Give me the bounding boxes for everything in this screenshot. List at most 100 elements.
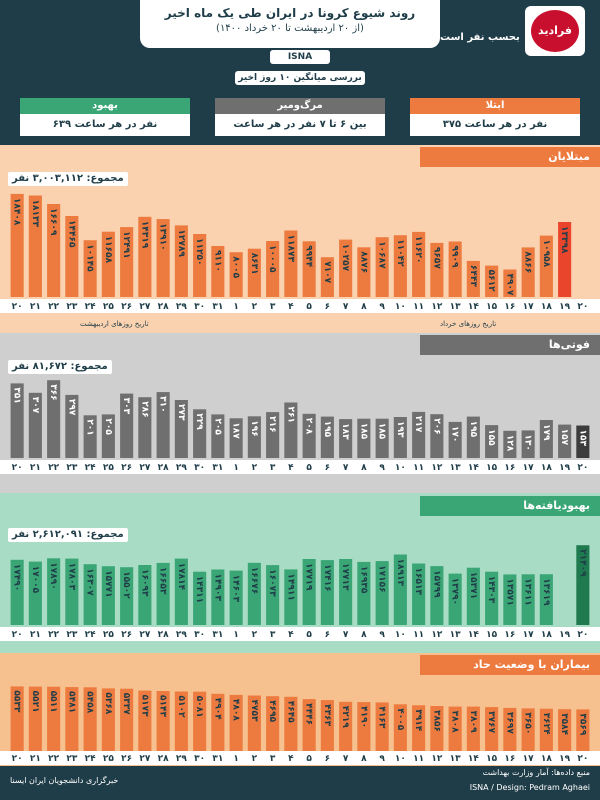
x-tick-label: ۲۹: [176, 302, 187, 312]
bar: [466, 567, 480, 625]
data-label: ۱۳۹۱۰: [158, 223, 168, 250]
data-label: ۳۰۳: [121, 398, 131, 415]
bar: [466, 706, 480, 751]
bar: [101, 414, 115, 458]
bar: [193, 691, 207, 751]
x-tick-label: ۲۱: [30, 630, 41, 640]
data-label: ۱۶۶۷۶: [249, 567, 259, 594]
bar: [576, 709, 590, 751]
bar: [156, 219, 170, 297]
bar: [466, 260, 480, 297]
bar: [466, 416, 480, 458]
x-tick-label: ۳۱: [212, 302, 223, 312]
data-label: ۵۳۶۸: [103, 692, 113, 714]
data-label: ۱۴۶۰۳: [231, 575, 241, 603]
data-label: ۱۰۲۵۷: [340, 244, 350, 272]
x-tick-label: ۲۹: [176, 630, 187, 640]
data-label: ۹۹۰۹: [450, 246, 460, 268]
x-tick-label: ۱: [233, 302, 239, 312]
data-label: ۳۵۸۴: [559, 713, 569, 735]
data-label: ۱۲۷۸۹: [176, 229, 186, 257]
x-tick-label: ۱: [233, 630, 239, 640]
stat-value: بین ۶ تا ۷ نفر در هر ساعت: [215, 114, 385, 136]
title-box: روند شیوع کرونا در ایران طی یک ماه اخیر …: [140, 0, 440, 48]
bar: [138, 216, 152, 297]
data-label: ۳۶۵۰: [523, 712, 533, 734]
data-label: ۵۱۴۳: [158, 695, 168, 717]
bar: [284, 696, 298, 751]
x-tick-label: ۱۷: [523, 754, 534, 764]
bar: [28, 195, 42, 297]
data-label: ۵۵۲۱: [30, 691, 40, 713]
x-tick-label: ۲۴: [85, 630, 96, 640]
bar: [83, 415, 97, 458]
data-label: ۳۸۵۶: [431, 710, 441, 732]
data-label: ۱۵۳۷۱: [468, 572, 478, 599]
bar: [302, 413, 316, 458]
data-label: ۱۹۵: [322, 421, 332, 438]
data-label: ۱۷۸۹۰: [48, 562, 58, 589]
bar: [576, 425, 590, 458]
bar: [138, 397, 152, 458]
data-label: ۱۳۷۹۰: [450, 578, 460, 605]
data-label: ۱۲۸: [504, 435, 514, 452]
page-title: روند شیوع کرونا در ایران طی یک ماه اخیر: [164, 6, 416, 20]
x-tick-label: ۱۳: [450, 754, 461, 764]
bar: [193, 409, 207, 458]
bar: [357, 247, 371, 297]
data-label: ۷۱۰۷: [322, 261, 332, 283]
data-label: ۱۱۸۷۳: [285, 235, 295, 263]
data-label: ۱۲۴۹۱: [121, 231, 131, 258]
x-tick-label: ۱۱: [413, 302, 424, 312]
x-tick-label: ۱۴: [468, 463, 479, 473]
data-label: ۴۱۹۰: [358, 706, 368, 728]
x-tick-label: ۳۰: [194, 754, 205, 764]
data-label: ۵۶۱۲: [486, 270, 496, 292]
x-tick-label: ۸: [361, 754, 367, 764]
bar: [65, 687, 79, 751]
x-tick-label: ۱۹: [559, 630, 570, 640]
data-label: ۸۸۷۶: [358, 251, 368, 273]
stat-recovered: بهبود ۶۳۹ نفر در هر ساعت: [20, 98, 190, 136]
bar: [174, 225, 188, 297]
x-tick-label: ۲۰: [12, 302, 23, 312]
bar: [539, 235, 553, 297]
x-tick-label: ۲۶: [121, 754, 132, 764]
bar: [120, 227, 134, 297]
data-label: ۴۴۴۶: [304, 703, 314, 725]
bar: [47, 204, 61, 297]
x-tick-label: ۱۴: [468, 302, 479, 312]
bar: [211, 693, 225, 751]
chart-deaths: ۳۵۱۲۰۳۰۷۲۱۳۶۶۲۲۲۹۷۲۳۲۰۱۲۴۲۰۵۲۵۳۰۳۲۶۲۸۶۲۷…: [0, 380, 600, 474]
x-caption-right: تاریخ روزهای خرداد: [440, 320, 497, 328]
x-tick-label: ۴: [288, 463, 294, 473]
data-label: ۱۷۰: [450, 426, 460, 442]
bar: [448, 421, 462, 458]
data-label: ۱۹۳: [395, 421, 405, 438]
x-tick-label: ۱۱: [413, 754, 424, 764]
x-tick-label: ۳: [270, 754, 276, 764]
data-label: ۱۸۱۳۳: [30, 200, 40, 228]
logo: فرادید: [525, 6, 585, 56]
x-tick-label: ۱۹: [559, 754, 570, 764]
x-tick-label: ۱۴: [468, 754, 479, 764]
bar: [430, 706, 444, 751]
bar: [266, 412, 280, 458]
footer-credit: ISNA / Design: Pedram Aghaei: [469, 783, 590, 792]
bar: [357, 418, 371, 458]
bar: [503, 430, 517, 458]
chart-recovered: ۱۷۴۹۰۲۰۱۷۰۰۵۲۱۱۷۸۹۰۲۲۱۷۸۰۳۲۳۱۶۳۰۷۲۴۱۵۷۷۱…: [0, 545, 600, 641]
x-tick-label: ۹: [379, 630, 385, 640]
x-tick-label: ۱۰: [395, 302, 406, 312]
x-tick-label: ۶: [325, 463, 331, 473]
x-tick-label: ۲۲: [48, 754, 59, 764]
x-tick-label: ۲۰: [577, 630, 588, 640]
x-tick-label: ۱۵: [486, 630, 497, 640]
bar: [485, 425, 499, 458]
x-tick-label: ۴: [288, 754, 294, 764]
x-tick-label: ۲۸: [158, 302, 169, 312]
x-tick-label: ۴: [288, 630, 294, 640]
bar: [247, 248, 261, 297]
bar: [558, 709, 572, 751]
bar: [430, 242, 444, 297]
